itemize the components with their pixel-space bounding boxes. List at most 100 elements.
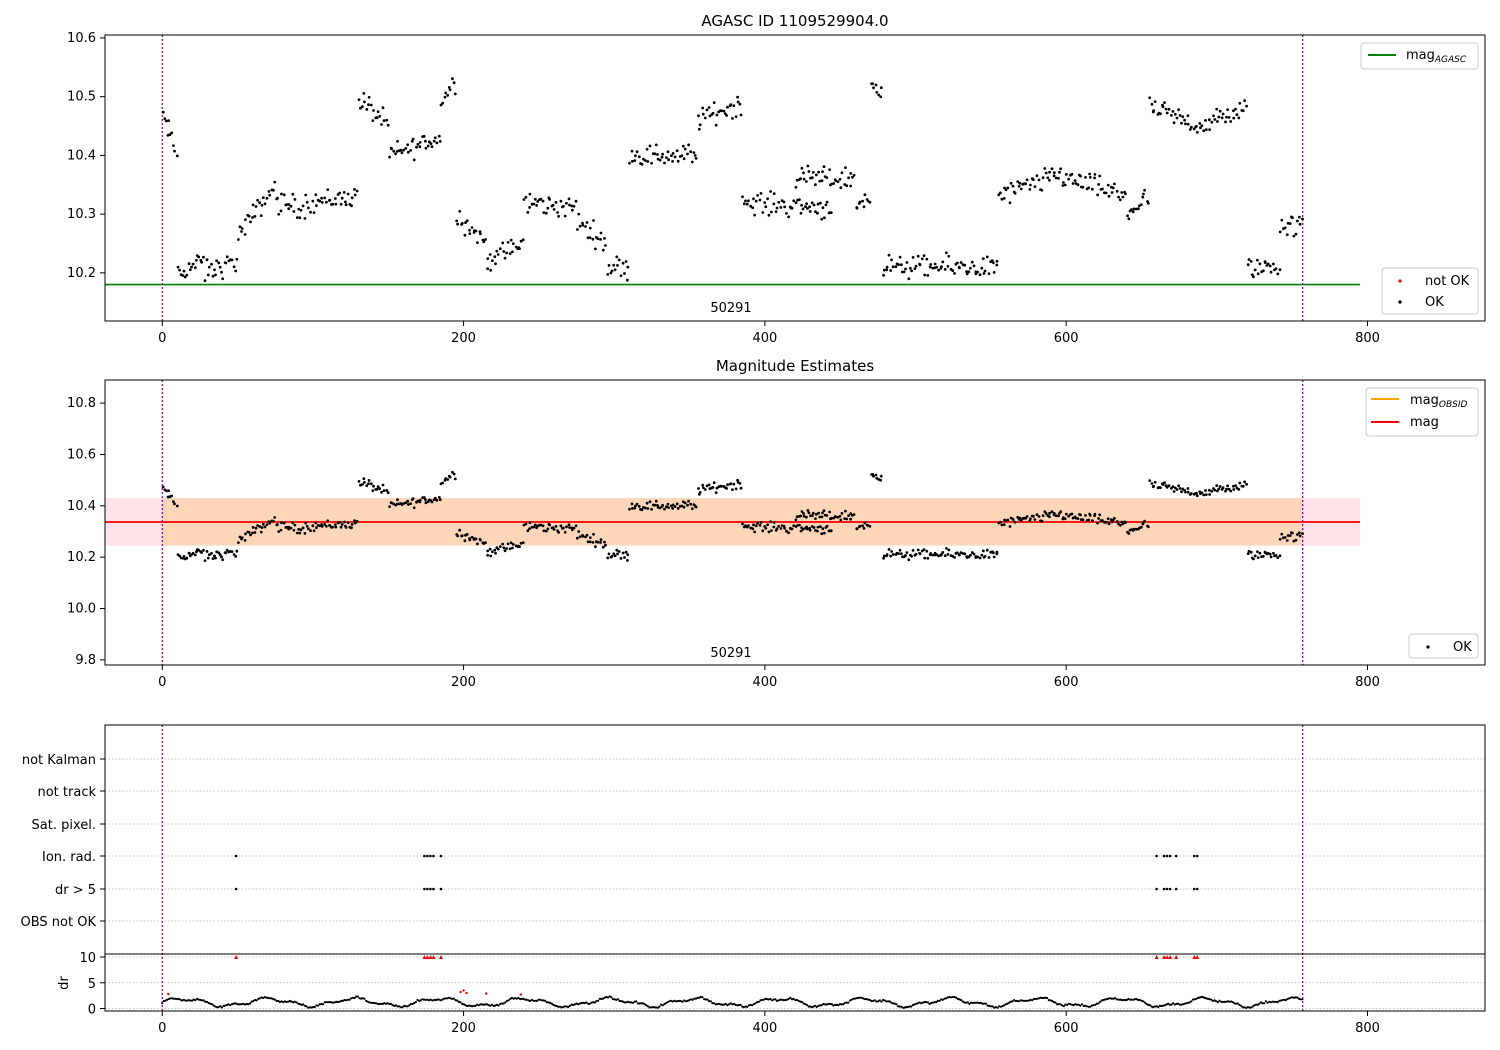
mag-point (766, 197, 769, 201)
mag-point (851, 175, 854, 179)
mag-point (263, 202, 267, 206)
dr-point (462, 1003, 465, 1006)
mag-estimate-point (1165, 485, 1169, 489)
dr-point (785, 998, 789, 1001)
mag-point (465, 219, 469, 223)
dr-point (595, 1000, 598, 1003)
dr-point (895, 1003, 898, 1006)
mag-point (235, 257, 239, 261)
mag-estimate-point (739, 486, 743, 490)
mag-point (1093, 176, 1096, 180)
mag-estimate-point (830, 516, 833, 520)
dr-point (532, 999, 535, 1002)
mag-point (1008, 201, 1012, 205)
mag-estimate-point (1172, 490, 1176, 493)
mag-point (511, 242, 515, 246)
panel2-obsid-label: 50291 (710, 646, 751, 661)
dr-point (900, 1005, 903, 1008)
mag-point (240, 230, 243, 233)
mag-point (656, 153, 659, 156)
dr-point (1069, 1003, 1072, 1006)
mag-estimate-point (1006, 518, 1010, 522)
mag-point (913, 267, 917, 270)
mag-estimate-point (238, 535, 242, 539)
mag-estimate-point (437, 496, 441, 499)
mag-estimate-point (814, 517, 817, 520)
mag-estimate-point (173, 502, 176, 506)
dr-point (951, 995, 954, 999)
dr-point (855, 997, 858, 1000)
dr-point (374, 1002, 378, 1005)
mag-estimate-point (882, 556, 885, 560)
mag-point (898, 255, 902, 259)
dr-point (1296, 996, 1299, 999)
mag-point (353, 188, 356, 191)
mag-estimate-point (753, 530, 756, 534)
dr-point (829, 1002, 832, 1006)
dr-over-limit-marker (428, 955, 433, 959)
mag-point (443, 95, 447, 99)
mag-estimate-point (167, 489, 171, 492)
dr-point (827, 1002, 830, 1006)
dr-point (1057, 1003, 1060, 1006)
mag-estimate-point (197, 548, 201, 552)
dr-point (162, 999, 165, 1003)
ion-rad-flag-point (234, 854, 238, 858)
mag-estimate-point (599, 538, 603, 542)
mag-estimate-point (822, 509, 826, 513)
dr-point (598, 997, 601, 1000)
mag-estimate-point (686, 503, 689, 507)
mag-point (1285, 233, 1289, 237)
dr-point (568, 1004, 572, 1008)
mag-estimate-point (205, 550, 209, 553)
mag-point (1061, 184, 1065, 187)
mag-point (1058, 170, 1061, 174)
mag-estimate-point (528, 521, 532, 525)
mag-point (1115, 189, 1119, 193)
dr-point (998, 1005, 1001, 1008)
mag-point (923, 273, 927, 277)
mag-point (874, 83, 878, 87)
mag-point (168, 133, 172, 137)
mag-point (1088, 172, 1091, 176)
mag-point (1050, 167, 1054, 171)
mag-estimate-point (338, 520, 341, 524)
mag-point (509, 238, 513, 242)
dr-point (676, 1000, 679, 1003)
dr-point (497, 1004, 500, 1007)
mag-estimate-point (1272, 551, 1275, 555)
mag-estimate-point (251, 531, 254, 535)
mag-point (701, 112, 705, 116)
dr-point (943, 997, 946, 1000)
mag-point (376, 110, 380, 113)
mag-point (764, 205, 768, 209)
mag-point (1087, 186, 1091, 190)
mag-point (714, 123, 718, 127)
dr-point (205, 1000, 209, 1004)
mag-point (1139, 203, 1143, 207)
mag-estimate-point (511, 543, 515, 546)
mag-point (334, 202, 338, 206)
dr-point (487, 1004, 490, 1007)
dr-point (1147, 1003, 1150, 1007)
mag-point (953, 272, 956, 275)
dr-point (873, 999, 876, 1002)
dr-point (1196, 996, 1200, 1000)
dr-point (560, 1006, 563, 1009)
mag-estimate-point (840, 512, 844, 515)
dr-point (316, 1004, 320, 1007)
mag-estimate-point (1225, 487, 1228, 491)
mag-point (1276, 272, 1280, 276)
mag-estimate-point (821, 527, 825, 531)
mag-point (720, 109, 723, 113)
mag-point (845, 184, 849, 188)
dr-point (1125, 998, 1128, 1002)
mag-point (799, 211, 803, 215)
dr-point (956, 997, 959, 1001)
mag-estimate-point (452, 472, 456, 476)
mag-estimate-point (714, 491, 718, 494)
dr-point (181, 999, 184, 1002)
mag-estimate-point (1070, 512, 1074, 516)
dr-point (597, 999, 600, 1002)
mag-estimate-point (1237, 488, 1241, 491)
